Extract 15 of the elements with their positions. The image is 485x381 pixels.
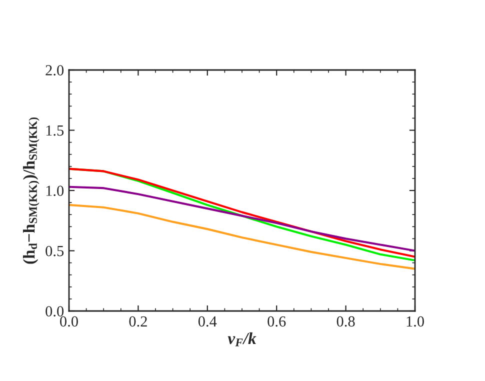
x-tick-label: 0.2: [129, 316, 147, 327]
y-tick-label: 2.0: [46, 65, 64, 76]
y-tick-label: 0.0: [46, 306, 64, 317]
y-axis-title: (h$_{d}$−h$_{SM(KK)}$)/h$_{SM(KK)}$: [22, 117, 40, 264]
line-series: [69, 204, 415, 270]
y-tick-label: 1.5: [46, 125, 64, 136]
x-tick-label: 0.4: [198, 316, 217, 327]
line-series: [69, 186, 415, 252]
y-tick-label: 0.5: [46, 246, 64, 256]
x-tick-label: 0.8: [336, 316, 355, 327]
y-tick-label: 1.0: [46, 186, 64, 196]
x-axis-title: v$_{F}$/k: [228, 332, 256, 346]
x-tick-label: 0.0: [60, 316, 78, 327]
x-tick-label: 0.6: [268, 316, 286, 327]
x-tick-label: 1.0: [406, 316, 424, 327]
